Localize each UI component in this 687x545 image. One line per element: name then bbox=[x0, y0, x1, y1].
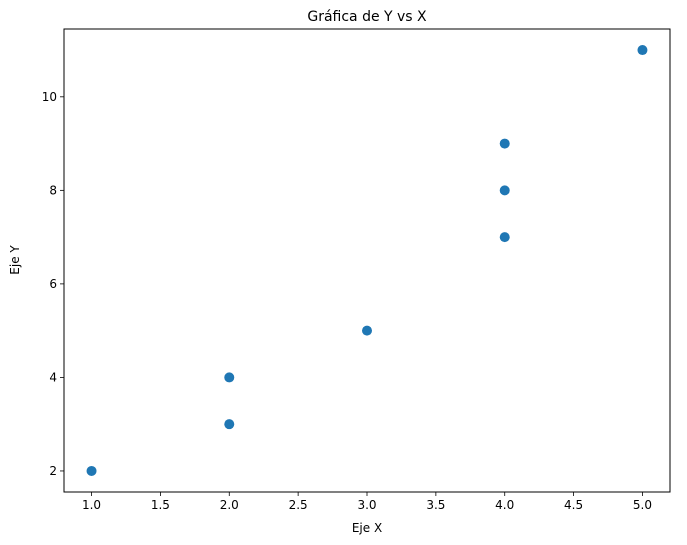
x-axis-label: Eje X bbox=[352, 521, 382, 535]
y-axis-label: Eje Y bbox=[8, 245, 22, 275]
data-points bbox=[86, 45, 648, 476]
scatter-point bbox=[86, 465, 97, 476]
x-tick-label: 3.5 bbox=[426, 498, 445, 512]
x-tick-label: 2.5 bbox=[289, 498, 308, 512]
x-tick-label: 4.0 bbox=[495, 498, 514, 512]
y-tick-label: 2 bbox=[49, 464, 57, 478]
x-tick-label: 2.0 bbox=[220, 498, 239, 512]
scatter-point bbox=[637, 45, 648, 56]
scatter-point bbox=[224, 372, 235, 383]
y-tick-label: 10 bbox=[42, 90, 57, 104]
y-tick-label: 4 bbox=[49, 370, 57, 384]
x-tick-label: 3.0 bbox=[357, 498, 376, 512]
x-axis-ticks: 1.0 1.5 2.0 2.5 3.0 3.5 4.0 4.5 5.0 bbox=[82, 492, 652, 512]
x-tick-label: 5.0 bbox=[633, 498, 652, 512]
x-tick-label: 4.5 bbox=[564, 498, 583, 512]
x-tick-label: 1.0 bbox=[82, 498, 101, 512]
scatter-point bbox=[499, 138, 510, 149]
scatter-point bbox=[499, 185, 510, 196]
y-tick-label: 8 bbox=[49, 183, 57, 197]
scatter-point bbox=[499, 232, 510, 243]
plot-area bbox=[63, 28, 671, 493]
y-axis-ticks: 2 4 6 8 10 bbox=[42, 90, 64, 478]
scatter-point bbox=[362, 325, 372, 336]
x-tick-label: 1.5 bbox=[151, 498, 170, 512]
scatter-point bbox=[224, 419, 235, 430]
y-tick-label: 6 bbox=[49, 277, 57, 291]
chart-title: Gráfica de Y vs X bbox=[307, 9, 427, 25]
